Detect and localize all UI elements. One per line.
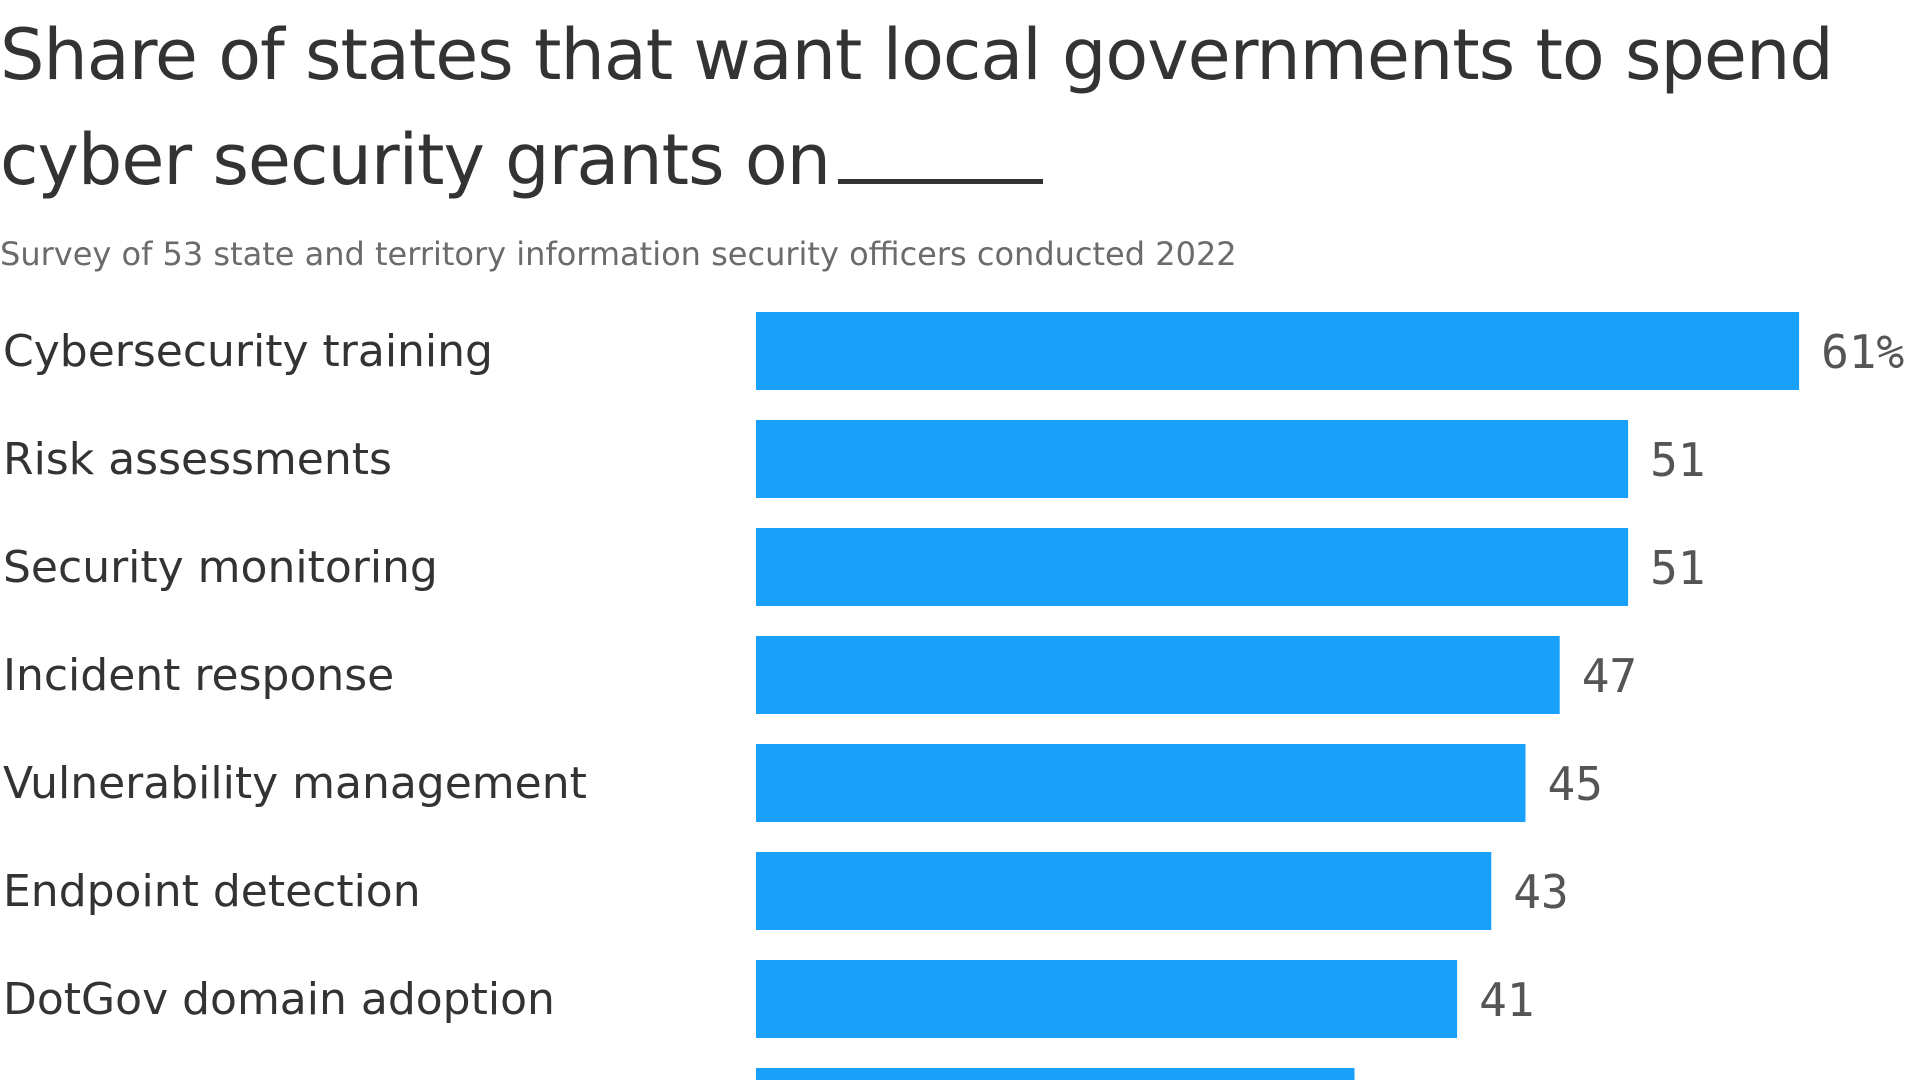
value-label: 47 (1582, 649, 1637, 703)
category-label: Vulnerability management (3, 758, 587, 809)
category-label: Security monitoring (3, 542, 438, 593)
bar (756, 852, 1492, 930)
chart-title-text: Share of states that want local governme… (0, 14, 1834, 201)
category-label: Endpoint detection (3, 866, 421, 917)
value-label: 45 (1548, 757, 1603, 811)
category-label: Cybersecurity training (3, 326, 493, 377)
value-label: 61% (1821, 325, 1904, 379)
value-label: 51 (1650, 541, 1705, 595)
bar (756, 636, 1560, 714)
bar (756, 312, 1800, 390)
category-label: Incident response (3, 650, 394, 701)
value-label: 51 (1650, 433, 1705, 487)
bar (756, 960, 1458, 1038)
chart-title: Share of states that want local governme… (0, 4, 1900, 212)
category-label: DotGov domain adoption (3, 974, 555, 1025)
title-blank-underline (838, 107, 1044, 184)
category-label: Risk assessments (3, 434, 392, 485)
value-label: 41 (1479, 973, 1534, 1027)
chart-subtitle: Survey of 53 state and territory informa… (0, 235, 1237, 273)
value-label: 43 (1513, 865, 1568, 919)
bar (756, 528, 1629, 606)
bar (756, 744, 1526, 822)
bar (756, 420, 1629, 498)
bar-partial (756, 1068, 1355, 1080)
